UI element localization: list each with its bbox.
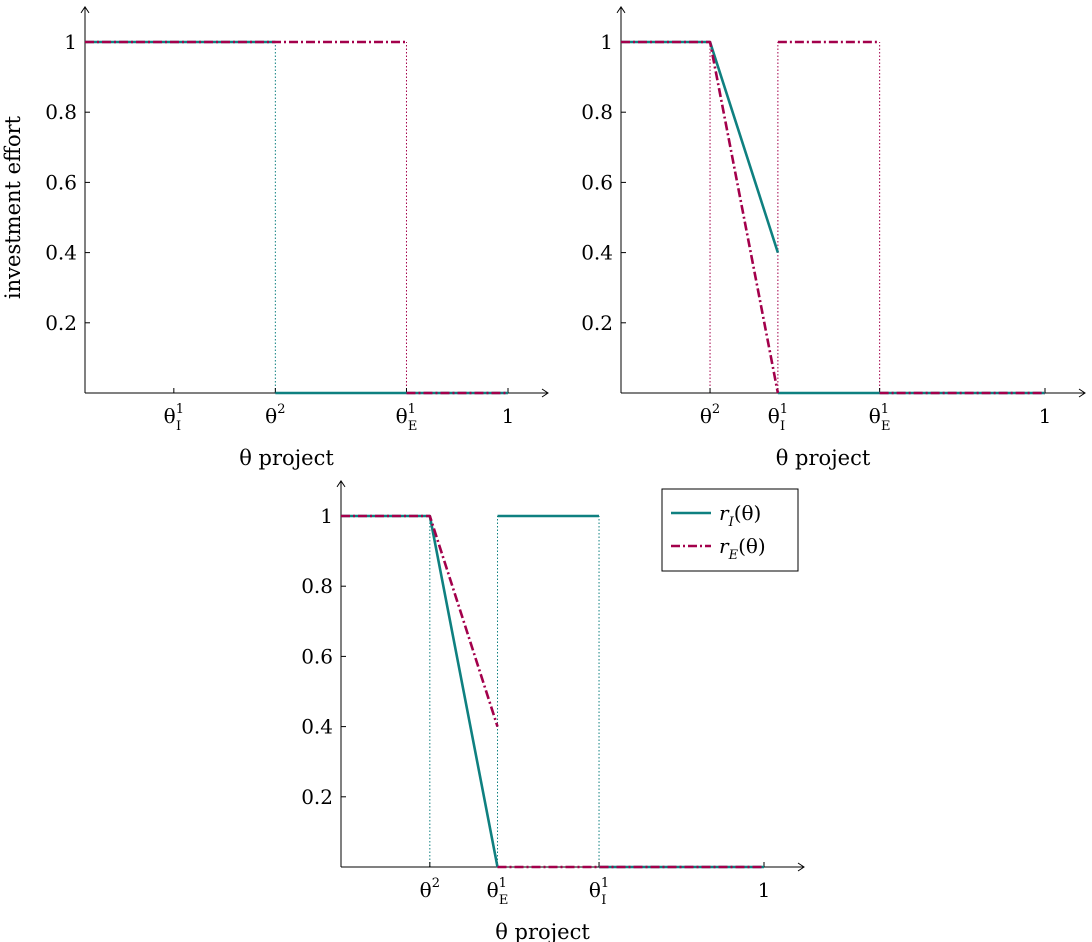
y-tick-label: 1 [600,30,613,54]
y-tick-label: 0.8 [581,100,613,124]
chart-top-left: 0.2 0.4 0.6 0.8 1 θ1 I θ2 θ1 E 1 θ project investmen… [1,5,549,470]
x-tick-label: θ2 [700,402,720,428]
y-tick-label: 0.6 [45,170,77,194]
x-tick-label: θ2 [420,876,440,902]
y-tick-label: 1 [64,30,77,54]
y-tick-label: 0.8 [301,574,333,598]
x-tick-label: 1 [1039,404,1052,428]
y-axis-label: investment effort [1,115,25,299]
y-tick-label: 0.6 [301,644,333,668]
chart-bottom: 0.2 0.4 0.6 0.8 1 θ2 θ1 E θ1 I 1 θ project [301,479,805,942]
y-tick-label: 0.2 [301,785,333,809]
chart-top-right: 0.2 0.4 0.6 0.8 1 θ2 θ1 I θ1 E 1 θ project [581,5,1086,470]
x-tick-label: θ1 I [768,402,788,434]
x-axis-label: θ project [776,446,871,470]
y-tick-label: 0.8 [45,100,77,124]
x-axis-arrow [797,862,805,872]
series-rE-segment [341,514,499,727]
y-tick-label: 0.6 [581,170,613,194]
x-tick-label: 1 [758,878,771,902]
y-tick-label: 0.4 [581,241,613,265]
y-tick-label: 0.4 [301,715,333,739]
y-tick-label: 1 [320,504,333,528]
legend-label-rI: rI(θ) [719,501,761,530]
x-axis-label: θ project [495,920,590,942]
axes: 0.2 0.4 0.6 0.8 1 θ1 I θ2 θ1 E 1 [45,5,549,434]
legend-box [661,488,799,572]
y-tick-label: 0.4 [45,241,77,265]
legend: rI(θ) rE(θ) [661,488,799,572]
x-tick-label: θ1 E [869,402,891,434]
x-tick-label: θ1 I [589,876,609,908]
y-axis-arrow [616,5,626,14]
y-axis-arrow [336,479,346,488]
y-axis-arrow [80,5,90,14]
x-tick-label: θ1 E [487,876,509,908]
x-tick-label: θ1 E [396,402,418,434]
y-tick-label: 0.2 [45,311,77,335]
x-tick-label: θ1 I [164,402,184,434]
x-tick-label: 1 [502,404,515,428]
x-axis-label: θ project [239,446,334,470]
x-tick-label: θ2 [265,402,285,428]
legend-label-rE: rE(θ) [719,534,766,563]
series-rI-segment [621,40,780,253]
x-axis-arrow [1078,388,1086,398]
axes: 0.2 0.4 0.6 0.8 1 θ2 θ1 I θ1 E 1 [581,5,1086,434]
series-rI-segment [341,514,499,868]
x-axis-arrow [541,388,549,398]
series-rE-segment [621,40,780,394]
y-tick-label: 0.2 [581,311,613,335]
